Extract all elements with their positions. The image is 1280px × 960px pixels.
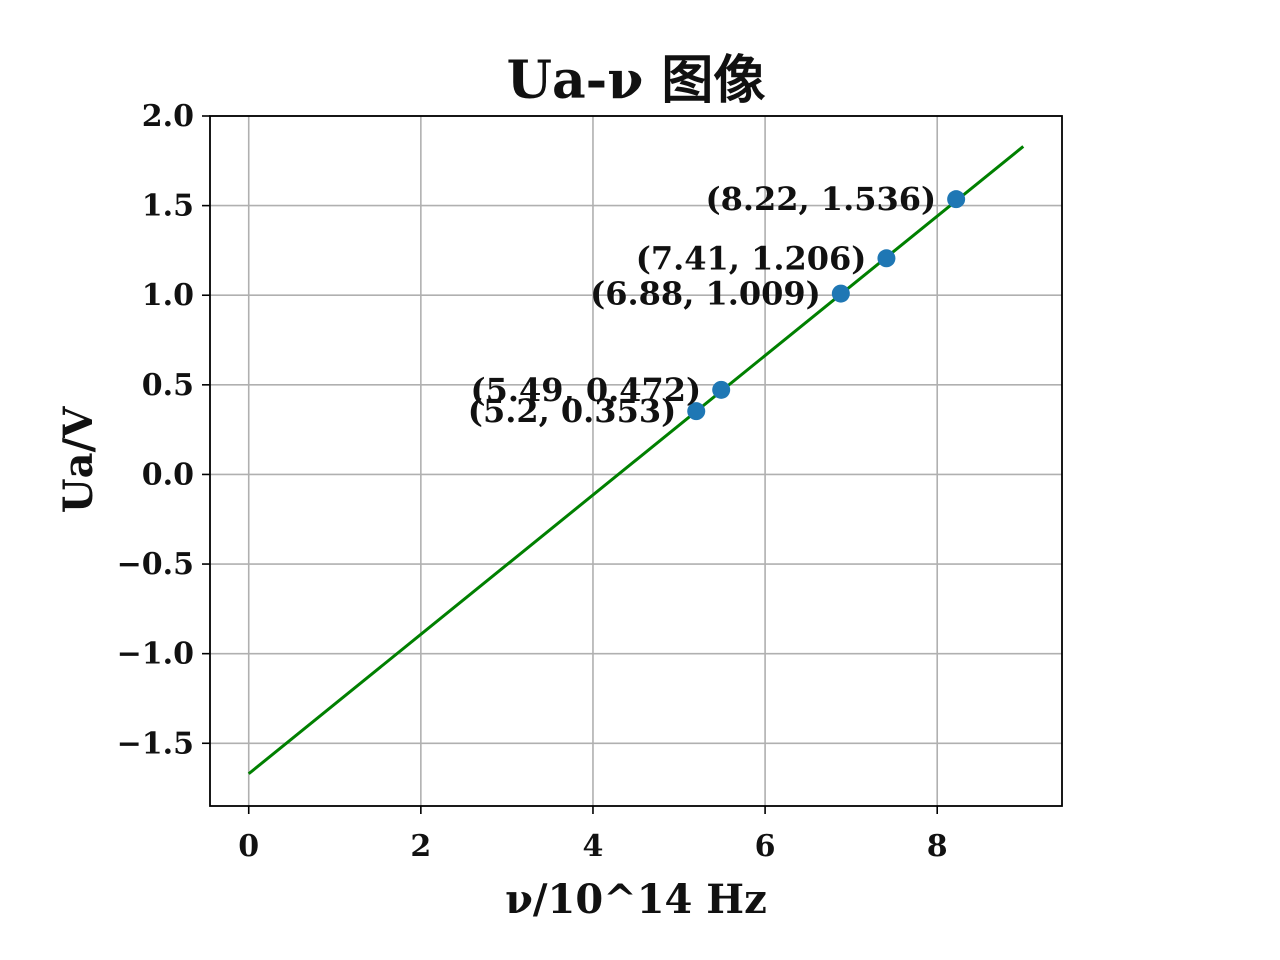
x-tick-label: 6 <box>755 829 776 864</box>
y-axis-label: Ua/V <box>55 406 102 513</box>
axis-ticks <box>202 115 939 814</box>
data-point <box>687 402 706 421</box>
plot-area-frame <box>209 115 1063 807</box>
data-point-label: (7.41, 1.206) <box>636 239 867 277</box>
data-point <box>877 249 896 268</box>
y-tick-label: 2.0 <box>142 99 194 134</box>
data-point <box>947 190 966 209</box>
x-tick-label: 8 <box>927 829 948 864</box>
point-labels: (5.2, 0.353)(5.49, 0.472) (6.88, 1.009)(7… <box>468 180 936 430</box>
x-tick-label: 2 <box>410 829 431 864</box>
data-points <box>687 190 966 421</box>
chart-title: Ua-ν 图像 <box>507 50 766 111</box>
fit-line <box>247 145 1025 775</box>
x-tick-labels: 0 2 4 6 8 <box>238 829 947 864</box>
data-point-label: (5.2, 0.353) <box>468 392 676 430</box>
y-tick-labels: −1.5 −1.0 −0.5 0.0 0.5 1.0 1.5 2.0 <box>117 99 194 761</box>
data-point <box>831 284 850 303</box>
y-tick-label: 1.0 <box>142 278 194 313</box>
y-tick-label: 1.5 <box>142 189 194 224</box>
y-tick-label: 0.5 <box>142 368 194 403</box>
y-tick-label: −1.0 <box>117 637 194 672</box>
y-tick-label: −0.5 <box>117 547 194 582</box>
x-axis-label: ν/10^14 Hz <box>505 876 767 923</box>
x-tick-label: 0 <box>238 829 259 864</box>
data-point-label: (8.22, 1.536) <box>705 180 936 218</box>
data-point-label: (6.88, 1.009) <box>590 275 821 313</box>
data-point-label: (5.49, 0.472) <box>470 371 701 409</box>
y-tick-label: −1.5 <box>117 726 194 761</box>
x-tick-label: 4 <box>583 829 604 864</box>
data-point <box>712 380 731 399</box>
grid <box>210 115 1062 806</box>
fit-line-layer <box>247 145 1025 775</box>
y-tick-label: 0.0 <box>142 457 194 492</box>
